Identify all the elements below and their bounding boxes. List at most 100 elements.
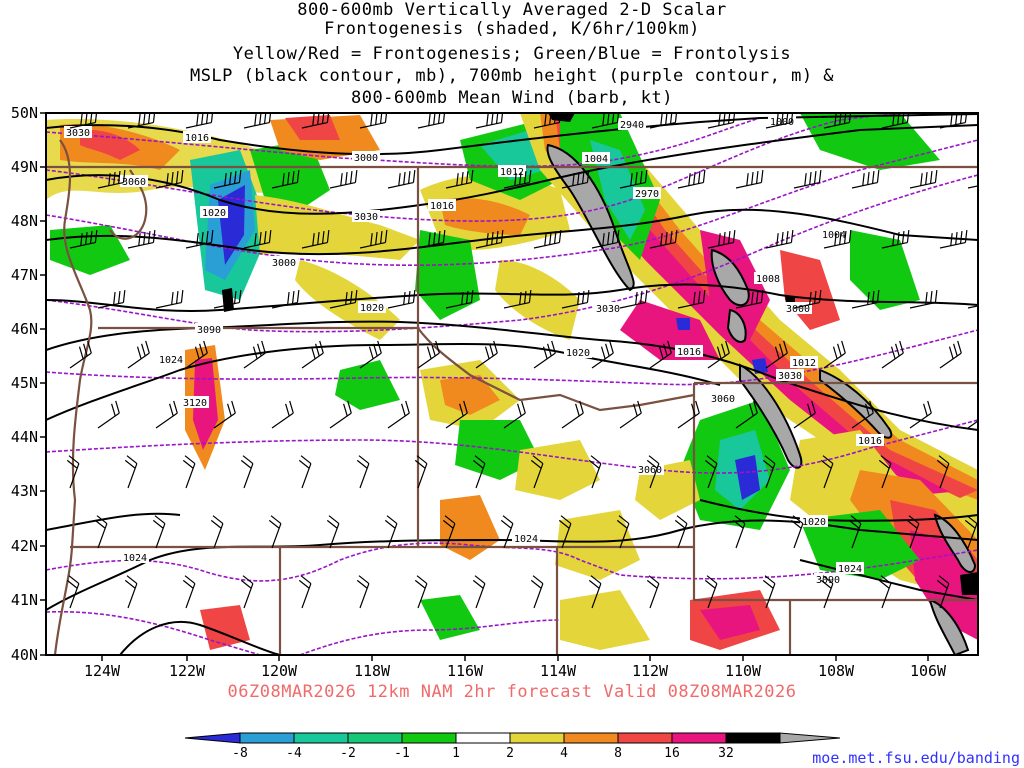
colorbar: -8 -4 -2 -1 1 2 4 8 16 32 bbox=[184, 732, 841, 761]
isobar-label-text: 1016 bbox=[430, 201, 454, 212]
wind-barb bbox=[793, 400, 816, 429]
lon-label: 112W bbox=[632, 662, 669, 680]
height-label-text: 3060 bbox=[638, 465, 662, 476]
wind-barb bbox=[591, 340, 614, 369]
colorbar-segment bbox=[509, 732, 565, 744]
colorbar-label: -1 bbox=[394, 746, 410, 761]
wind-barb bbox=[588, 575, 602, 609]
wind-barb bbox=[271, 169, 300, 189]
isobar-label: 1012 bbox=[498, 165, 526, 178]
wind-barb bbox=[964, 515, 978, 549]
colorbar-label: -8 bbox=[232, 746, 248, 761]
lon-label: 118W bbox=[354, 662, 391, 680]
wind-barb bbox=[66, 455, 80, 489]
wind-barb bbox=[619, 400, 642, 429]
isobar-label-text: 1024 bbox=[123, 553, 147, 564]
height-label: 3000 bbox=[352, 151, 380, 164]
longitude-axis: 124W 122W 120W 118W 116W 114W 112W 110W 108W 106W bbox=[84, 655, 947, 680]
colorbar-segment bbox=[293, 732, 349, 744]
wind-barb bbox=[124, 575, 138, 609]
wind-barb bbox=[732, 515, 746, 549]
lat-label: 42N bbox=[11, 537, 38, 555]
colorbar-segment bbox=[563, 732, 619, 744]
wind-barb bbox=[851, 289, 880, 309]
isobar-label: 1024 bbox=[121, 551, 149, 564]
title-line-3: Yellow/Red = Frontogenesis; Green/Blue =… bbox=[232, 44, 792, 64]
height-label: 3090 bbox=[195, 323, 223, 336]
isobar-label: 1016 bbox=[428, 199, 456, 212]
isobar-label: 1024 bbox=[157, 353, 185, 366]
isobar-label-text: 1004 bbox=[584, 154, 608, 165]
wind-barb bbox=[649, 113, 678, 129]
wind-barb bbox=[298, 455, 312, 489]
wind-barb bbox=[704, 575, 718, 609]
wind-barb bbox=[909, 169, 938, 189]
height-label-text: 3090 bbox=[816, 575, 840, 586]
wind-barb bbox=[326, 515, 340, 549]
colorbar-label: 8 bbox=[614, 746, 622, 761]
isobar-label-text: 1008 bbox=[756, 274, 780, 285]
isobar-label-text: 1020 bbox=[566, 348, 590, 359]
wind-barb bbox=[616, 515, 630, 549]
wind-barb bbox=[765, 229, 794, 249]
height-label-text: 3000 bbox=[354, 153, 378, 164]
wind-barb bbox=[881, 229, 910, 249]
credit-link[interactable]: moe.met.fsu.edu/banding bbox=[812, 749, 1020, 767]
wind-barb bbox=[906, 515, 920, 549]
wind-barb bbox=[677, 289, 706, 309]
wind-barb bbox=[127, 340, 150, 369]
height-label: 2970 bbox=[633, 187, 661, 200]
wind-barb bbox=[213, 400, 236, 429]
wind-barb bbox=[417, 340, 440, 369]
lon-label: 120W bbox=[261, 662, 298, 680]
wind-barb bbox=[475, 229, 504, 249]
colorbar-label: 1 bbox=[452, 746, 460, 761]
wind-barb bbox=[445, 169, 474, 189]
height-label-text: 3000 bbox=[786, 304, 810, 315]
wind-barb bbox=[936, 575, 950, 609]
wind-barb bbox=[329, 169, 358, 189]
isobar-label-text: 1024 bbox=[514, 534, 538, 545]
wind-barb bbox=[533, 340, 556, 369]
wind-barb bbox=[210, 515, 224, 549]
wind-barb bbox=[271, 289, 300, 309]
wind-barb bbox=[240, 575, 254, 609]
height-label-text: 3000 bbox=[272, 258, 296, 269]
wind-barb bbox=[619, 289, 648, 309]
wind-barb bbox=[762, 455, 776, 489]
wind-barb bbox=[530, 575, 544, 609]
wind-barb bbox=[503, 289, 532, 309]
wind-barb bbox=[878, 455, 892, 489]
wind-barb bbox=[793, 169, 822, 189]
title-line-1: 800-600mb Vertically Averaged 2-D Scalar bbox=[297, 0, 727, 20]
wind-barb bbox=[155, 400, 178, 429]
lat-label: 47N bbox=[11, 266, 38, 284]
isobar-label-text: 1020 bbox=[802, 517, 826, 528]
wind-barb bbox=[417, 229, 446, 249]
height-label: 3030 bbox=[594, 302, 622, 315]
title-line-4: MSLP (black contour, mb), 700mb height (… bbox=[189, 66, 835, 86]
wind-barb bbox=[69, 340, 92, 369]
title-line-2: Frontogenesis (shaded, K/6hr/100km) bbox=[324, 19, 700, 39]
wind-barb bbox=[298, 575, 312, 609]
wind-barb bbox=[500, 515, 514, 549]
colorbar-label: 4 bbox=[560, 746, 568, 761]
title-line-5: 800-600mb Mean Wind (barb, kt) bbox=[350, 88, 674, 108]
lat-label: 45N bbox=[11, 374, 38, 392]
wind-barb bbox=[707, 229, 736, 249]
wind-barb bbox=[414, 575, 428, 609]
wind-barb bbox=[762, 575, 776, 609]
wind-barb bbox=[561, 289, 590, 309]
wind-barb bbox=[793, 289, 822, 309]
wind-barb bbox=[503, 169, 532, 189]
wind-barb bbox=[243, 229, 272, 249]
colorbar-low-arrow bbox=[184, 732, 241, 744]
wind-barb bbox=[735, 169, 764, 189]
wind-barb bbox=[823, 229, 852, 249]
isobar-label: 1016 bbox=[856, 434, 884, 447]
wind-barb bbox=[356, 455, 370, 489]
colorbar-label: 2 bbox=[506, 746, 514, 761]
wind-barb bbox=[619, 169, 648, 189]
wind-barb bbox=[475, 340, 498, 369]
